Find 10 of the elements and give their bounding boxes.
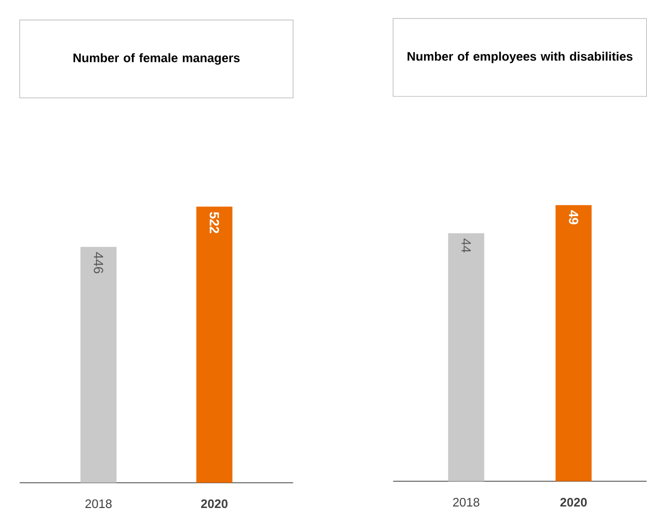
x-tick-label: 2020 — [560, 498, 587, 506]
data-label: 446 — [94, 252, 104, 274]
chart-title: Number of employees with disabilities — [408, 52, 632, 64]
chart-title: Number of female managers — [74, 53, 240, 65]
data-label: 522 — [210, 212, 220, 234]
x-tick-label: 2018 — [453, 498, 480, 506]
data-label: 49 — [568, 210, 578, 224]
x-tick-label: 2018 — [85, 499, 112, 508]
x-tick-label: 2020 — [201, 499, 228, 508]
data-label: 44 — [462, 238, 471, 252]
